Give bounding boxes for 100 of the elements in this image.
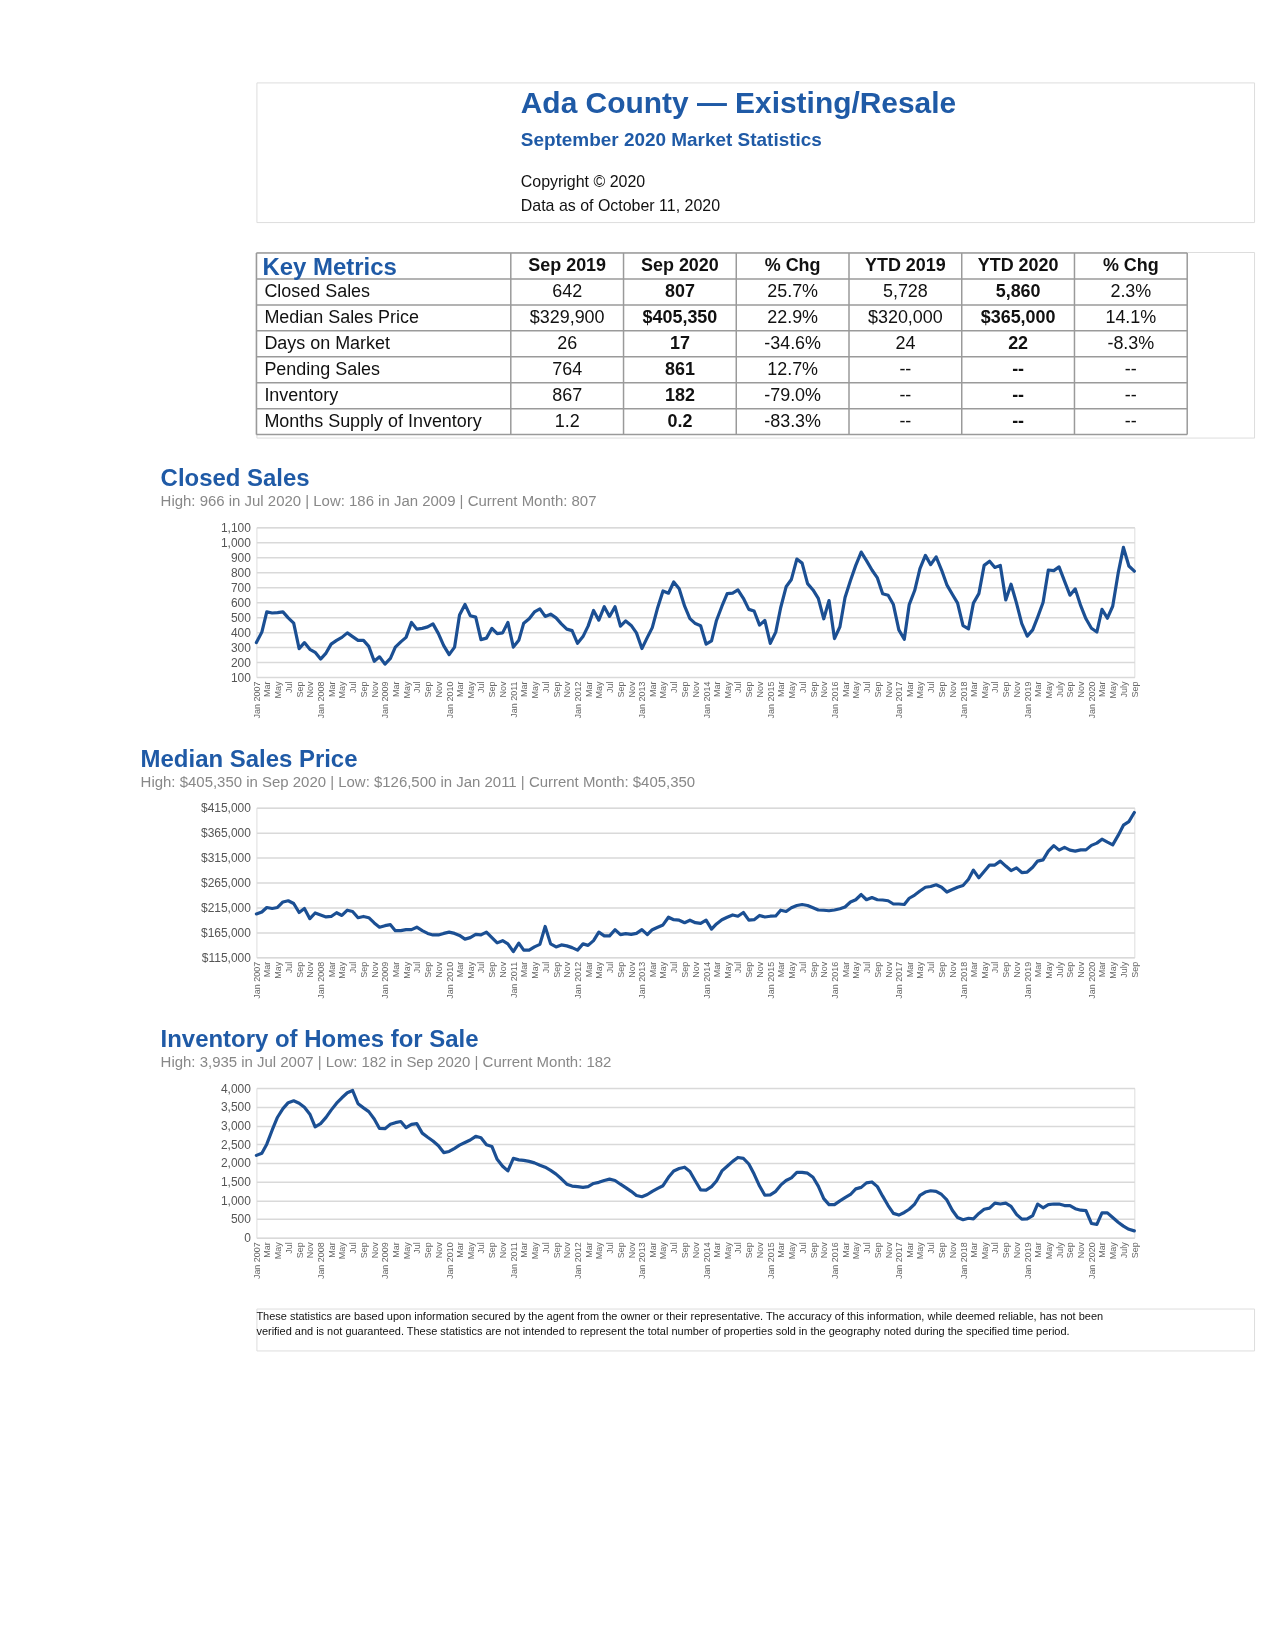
text: Ada County — Existing/Resale (520, 86, 957, 120)
x-tick-label: Nov (947, 961, 958, 978)
x-tick-label: Sep (872, 1242, 883, 1259)
x-tick-label: Sep (551, 961, 562, 978)
x-tick-label: Jan 2010 (444, 1242, 455, 1280)
x-tick-label: Nov (562, 1241, 573, 1259)
x-tick-label: May (979, 1241, 990, 1260)
x-tick-label: Mar (840, 681, 851, 697)
x-tick-label: Sep (1001, 961, 1012, 978)
x-tick-label: Jan 2014 (701, 681, 712, 719)
x-tick-label: Jul (476, 681, 487, 693)
y-tick-label: 200 (230, 655, 252, 670)
x-tick-label: May (465, 681, 476, 699)
x-tick-label: May (722, 961, 733, 979)
x-tick-label: Nov (690, 681, 701, 698)
text: 0.2 (667, 410, 693, 431)
x-tick-label: Nov (369, 681, 380, 698)
x-tick-label: Nov (819, 961, 830, 978)
x-tick-label: Nov (819, 1241, 830, 1259)
text: -34.6% (764, 332, 822, 353)
text: These statistics are based upon information secured by the agent from the owner or their representative. The accuracy of this information, while deemed reliable, has not been verified and is not guaranteed. These statistics are not intended to represent the total number of properties sold in the geography noted during the specified time period. (256, 1309, 1104, 1338)
x-tick-label: Jan 2009 (380, 681, 391, 719)
x-tick-label: July (1118, 961, 1129, 978)
x-tick-label: Jan 2011 (508, 681, 519, 718)
x-tick-label: May (529, 961, 540, 979)
x-tick-label: Sep (744, 961, 755, 978)
text: 12.7% (767, 358, 819, 379)
x-tick-label: Nov (498, 681, 509, 698)
x-tick-label: Jan 2012 (573, 681, 584, 719)
x-tick-label: May (529, 681, 540, 699)
text: -79.0% (764, 384, 822, 405)
x-tick-label: Jul (348, 961, 359, 974)
x-tick-label: Mar (1097, 681, 1108, 697)
x-tick-label: Jul (797, 961, 808, 974)
category-label: YTD 2019 (864, 254, 946, 275)
x-tick-label: Sep (937, 961, 948, 978)
x-tick-label: Jan 2018 (958, 1242, 969, 1280)
x-tick-label: Nov (305, 961, 316, 978)
x-tick-label: May (915, 681, 926, 699)
x-tick-label: Jan 2013 (637, 1242, 648, 1280)
x-tick-label: Jul (733, 1242, 744, 1254)
x-tick-label: Jul (540, 961, 551, 974)
x-tick-label: Jan 2007 (251, 1242, 262, 1280)
x-tick-label: Jan 2014 (701, 961, 712, 999)
text: 642 (552, 280, 583, 301)
x-tick-label: Nov (626, 1241, 637, 1259)
x-tick-label: May (786, 961, 797, 979)
x-tick-label: Jul (990, 681, 1001, 693)
x-tick-label: Sep (1129, 961, 1140, 978)
text: -- (1124, 384, 1137, 405)
x-tick-label: Mar (1033, 1242, 1044, 1258)
y-tick-label: 3,000 (220, 1118, 252, 1133)
text: -- (1012, 358, 1025, 379)
x-tick-label: Jan 2015 (765, 961, 776, 999)
x-tick-label: Mar (390, 961, 401, 978)
text: 5,728 (882, 280, 928, 301)
x-tick-label: Mar (968, 1242, 979, 1258)
category-label: Pending Sales (264, 358, 381, 379)
x-tick-label: Jul (669, 961, 680, 974)
x-tick-label: Mar (647, 961, 658, 978)
text: 861 (664, 358, 695, 379)
x-tick-label: May (979, 681, 990, 699)
x-tick-label: Jan 2020 (1086, 1242, 1097, 1280)
x-tick-label: Mar (519, 1242, 530, 1258)
x-tick-label: Jan 2017 (894, 1242, 905, 1280)
x-tick-label: May (272, 1241, 283, 1260)
text: 807 (664, 280, 695, 301)
x-tick-label: Mar (390, 1242, 401, 1258)
x-tick-label: May (786, 1241, 797, 1260)
x-tick-label: Sep (487, 961, 498, 978)
x-tick-label: Jan 2019 (1022, 961, 1033, 999)
y-tick-label: 1,500 (220, 1175, 252, 1190)
text: -- (1012, 384, 1025, 405)
y-tick-label: 100 (230, 670, 252, 685)
x-tick-label: Jan 2015 (765, 681, 776, 719)
x-tick-label: Nov (626, 681, 637, 698)
text: 24 (895, 332, 916, 353)
x-tick-label: Jan 2010 (444, 681, 455, 719)
x-tick-label: Jul (861, 681, 872, 693)
x-tick-label: Mar (583, 961, 594, 978)
x-tick-label: Mar (1097, 961, 1108, 978)
text: 22.9% (767, 306, 819, 327)
category-label: YTD 2020 (977, 254, 1059, 275)
text: 867 (552, 384, 583, 405)
x-tick-label: May (401, 961, 412, 979)
x-tick-label: May (786, 681, 797, 699)
x-tick-label: Mar (1033, 681, 1044, 697)
x-tick-label: Sep (744, 681, 755, 698)
x-tick-label: Jan 2012 (573, 1242, 584, 1280)
x-tick-label: May (594, 1241, 605, 1260)
x-tick-label: Jan 2009 (380, 961, 391, 999)
x-tick-label: May (1108, 961, 1119, 979)
x-tick-label: Jul (797, 681, 808, 693)
y-tick-label: $215,000 (200, 900, 252, 915)
x-tick-label: Sep (744, 1242, 755, 1259)
x-tick-label: Nov (433, 1241, 444, 1259)
y-tick-label: $315,000 (200, 851, 252, 866)
text: Data as of October 11, 2020 (520, 197, 721, 215)
x-tick-label: Nov (498, 961, 509, 978)
text: 2.3% (1110, 280, 1152, 301)
